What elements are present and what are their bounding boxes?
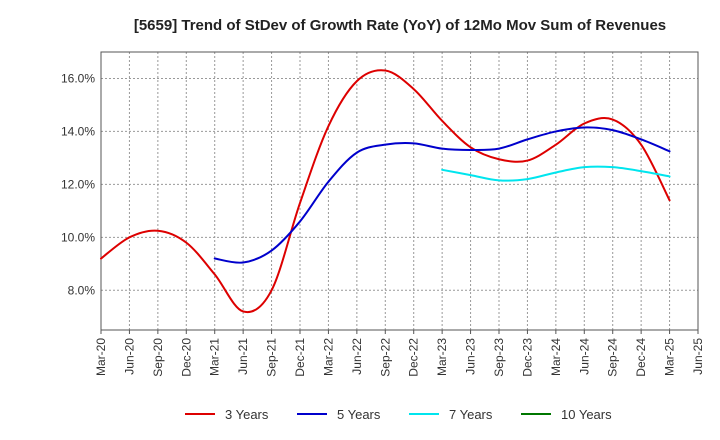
x-tick-label: Dec-20 xyxy=(179,338,193,377)
x-tick-label: Mar-23 xyxy=(435,338,449,376)
x-tick-label: Sep-22 xyxy=(378,338,392,377)
x-axis: Mar-20 Jun-20 Sep-20 Dec-20 Mar-21 Jun-21 Sep-… xyxy=(94,330,705,377)
x-tick-label: Sep-23 xyxy=(492,338,506,377)
y-tick-label: 8.0% xyxy=(68,283,96,297)
x-tick-label: Dec-23 xyxy=(520,338,534,377)
x-tick-label: Mar-25 xyxy=(663,338,677,376)
series-lines xyxy=(100,69,671,314)
series-line-5-years xyxy=(213,126,671,264)
x-tick-label: Sep-20 xyxy=(151,338,165,377)
y-tick-label: 10.0% xyxy=(61,230,95,244)
legend-label-5-years: 5 Years xyxy=(337,407,381,422)
x-tick-label: Dec-24 xyxy=(634,338,648,377)
series-line-7-years xyxy=(441,165,671,182)
x-tick-label: Jun-21 xyxy=(236,338,250,375)
y-axis: 8.0% 10.0% 12.0% 14.0% 16.0% xyxy=(61,71,95,297)
x-tick-label: Jun-25 xyxy=(691,338,705,375)
y-tick-label: 12.0% xyxy=(61,177,95,191)
x-tick-label: Mar-22 xyxy=(321,338,335,376)
legend-label-7-years: 7 Years xyxy=(449,407,493,422)
x-tick-label: Jun-24 xyxy=(577,338,591,375)
legend-label-10-years: 10 Years xyxy=(561,407,612,422)
x-tick-label: Dec-22 xyxy=(407,338,421,377)
x-tick-label: Jun-22 xyxy=(350,338,364,375)
y-tick-label: 14.0% xyxy=(61,124,95,138)
chart-title: [5659] Trend of StDev of Growth Rate (Yo… xyxy=(134,17,666,34)
legend-label-3-years: 3 Years xyxy=(225,407,269,422)
x-tick-label: Mar-24 xyxy=(549,338,563,376)
x-tick-label: Mar-21 xyxy=(208,338,222,376)
y-tick-label: 16.0% xyxy=(61,71,95,85)
x-tick-label: Jun-20 xyxy=(122,338,136,375)
x-tick-label: Jun-23 xyxy=(464,338,478,375)
x-tick-label: Sep-24 xyxy=(606,338,620,377)
x-tick-label: Dec-21 xyxy=(293,338,307,377)
series-line-3-years xyxy=(100,69,671,314)
x-tick-label: Sep-21 xyxy=(265,338,279,377)
legend: 3 Years 5 Years 7 Years 10 Years xyxy=(185,407,612,422)
gridlines xyxy=(101,52,698,330)
x-tick-label: Mar-20 xyxy=(94,338,108,376)
plot-frame xyxy=(100,51,699,331)
